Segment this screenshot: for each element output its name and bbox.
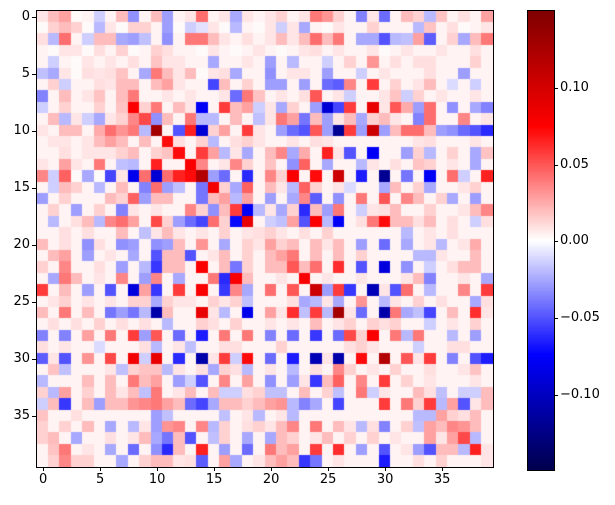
y-axis-tick <box>32 17 36 19</box>
y-axis-tick-label: 30 <box>13 351 30 367</box>
x-axis-tick-label: 25 <box>319 472 337 487</box>
heatmap-canvas <box>37 11 493 467</box>
x-axis-tick <box>385 467 387 471</box>
colorbar-tick <box>554 241 558 243</box>
y-axis-tick-label: 35 <box>13 408 30 424</box>
x-axis-tick-label: 30 <box>376 472 394 487</box>
colorbar-tick <box>554 394 558 396</box>
x-axis-tick <box>214 467 216 471</box>
y-axis-tick-label: 5 <box>21 66 30 82</box>
x-axis-tick-label: 0 <box>39 472 48 487</box>
colorbar-tick <box>554 87 558 89</box>
y-axis-tick <box>32 302 36 304</box>
x-axis-tick <box>100 467 102 471</box>
y-axis-tick <box>32 131 36 133</box>
colorbar-tick <box>554 164 558 166</box>
x-axis-tick <box>157 467 159 471</box>
colorbar-tick-label: 0.00 <box>560 233 589 249</box>
x-axis-tick-label: 10 <box>148 472 166 487</box>
colorbar-canvas <box>528 11 554 470</box>
x-axis-tick-label: 5 <box>96 472 105 487</box>
x-axis-tick-label: 20 <box>262 472 280 487</box>
x-axis-tick-label: 15 <box>205 472 223 487</box>
colorbar-tick <box>554 318 558 320</box>
y-axis-tick-label: 0 <box>21 9 30 25</box>
y-axis-tick <box>32 359 36 361</box>
y-axis-tick-label: 20 <box>13 237 30 253</box>
y-axis-tick-label: 25 <box>13 294 30 310</box>
x-axis-tick <box>442 467 444 471</box>
colorbar-tick-label: 0.05 <box>560 156 589 172</box>
x-axis-tick-label: 35 <box>433 472 451 487</box>
colorbar-tick-label: −0.05 <box>560 310 600 326</box>
y-axis-tick <box>32 188 36 190</box>
y-axis-tick <box>32 245 36 247</box>
x-axis-tick <box>271 467 273 471</box>
colorbar-tick-label: −0.10 <box>560 386 600 402</box>
colorbar <box>527 10 555 471</box>
x-axis-tick <box>43 467 45 471</box>
y-axis-tick <box>32 74 36 76</box>
y-axis-tick-label: 10 <box>13 123 30 139</box>
heatmap-plot-area <box>36 10 494 468</box>
x-axis-tick <box>328 467 330 471</box>
colorbar-tick-label: 0.10 <box>560 79 589 95</box>
y-axis-tick <box>32 416 36 418</box>
y-axis-tick-label: 15 <box>13 180 30 196</box>
